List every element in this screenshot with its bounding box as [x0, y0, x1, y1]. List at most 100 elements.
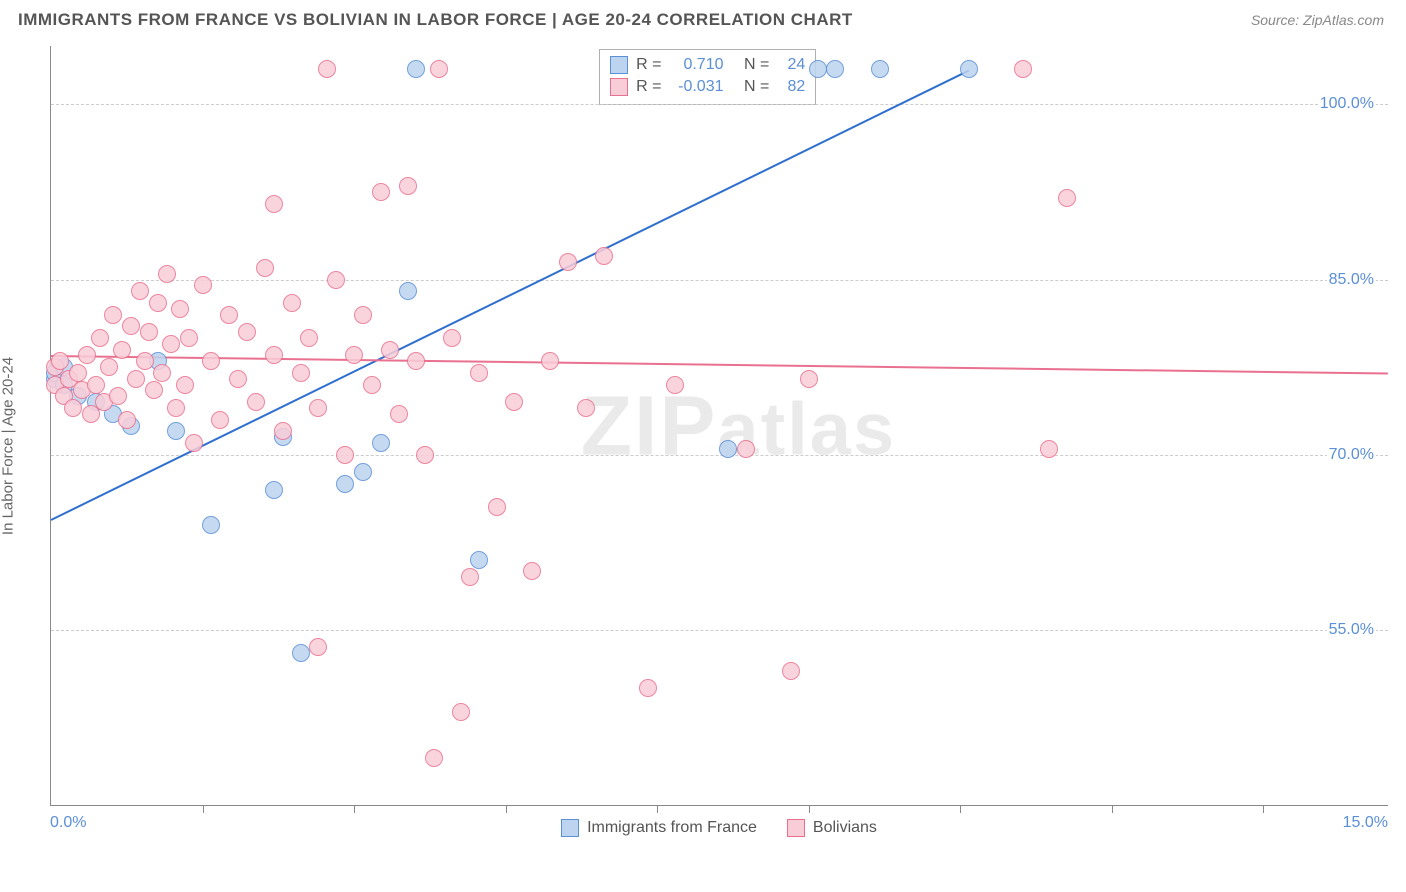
- data-point-bolivian: [309, 638, 327, 656]
- data-point-bolivian: [100, 358, 118, 376]
- data-point-france: [292, 644, 310, 662]
- data-point-bolivian: [87, 376, 105, 394]
- data-point-bolivian: [354, 306, 372, 324]
- data-point-bolivian: [256, 259, 274, 277]
- data-point-bolivian: [265, 346, 283, 364]
- stats-legend-box: R = 0.710 N = 24 R = -0.031 N = 82: [599, 49, 816, 105]
- data-point-bolivian: [1058, 189, 1076, 207]
- data-point-france: [826, 60, 844, 78]
- y-tick-label: 85.0%: [1327, 271, 1376, 289]
- data-point-france: [167, 422, 185, 440]
- data-point-bolivian: [64, 399, 82, 417]
- data-point-bolivian: [247, 393, 265, 411]
- data-point-bolivian: [283, 294, 301, 312]
- data-point-bolivian: [158, 265, 176, 283]
- y-tick-label: 100.0%: [1318, 95, 1376, 113]
- gridline: [51, 630, 1388, 631]
- data-point-bolivian: [443, 329, 461, 347]
- data-point-bolivian: [104, 306, 122, 324]
- n-label: N =: [744, 54, 769, 76]
- data-point-bolivian: [171, 300, 189, 318]
- data-point-bolivian: [399, 177, 417, 195]
- data-point-bolivian: [167, 399, 185, 417]
- data-point-bolivian: [782, 662, 800, 680]
- data-point-bolivian: [109, 387, 127, 405]
- data-point-bolivian: [140, 323, 158, 341]
- data-point-bolivian: [309, 399, 327, 417]
- data-point-bolivian: [559, 253, 577, 271]
- data-point-bolivian: [113, 341, 131, 359]
- plot-area: ZIPatlas R = 0.710 N = 24 R = -0.031 N =…: [50, 46, 1388, 806]
- data-point-bolivian: [452, 703, 470, 721]
- data-point-bolivian: [220, 306, 238, 324]
- n-value-bolivian: 82: [777, 76, 805, 98]
- data-point-bolivian: [430, 60, 448, 78]
- data-point-bolivian: [425, 749, 443, 767]
- data-point-france: [809, 60, 827, 78]
- data-point-bolivian: [505, 393, 523, 411]
- data-point-bolivian: [153, 364, 171, 382]
- data-point-france: [265, 481, 283, 499]
- legend-swatch-france: [561, 819, 579, 837]
- data-point-france: [354, 463, 372, 481]
- stats-row-france: R = 0.710 N = 24: [610, 54, 805, 76]
- y-tick-label: 70.0%: [1327, 446, 1376, 464]
- data-point-bolivian: [176, 376, 194, 394]
- data-point-bolivian: [1040, 440, 1058, 458]
- trendline-france: [51, 69, 970, 520]
- chart-title: IMMIGRANTS FROM FRANCE VS BOLIVIAN IN LA…: [18, 10, 853, 29]
- data-point-bolivian: [470, 364, 488, 382]
- y-tick-label: 55.0%: [1327, 621, 1376, 639]
- data-point-bolivian: [1014, 60, 1032, 78]
- data-point-bolivian: [194, 276, 212, 294]
- data-point-france: [719, 440, 737, 458]
- source-prefix: Source:: [1251, 12, 1303, 28]
- data-point-bolivian: [131, 282, 149, 300]
- data-point-bolivian: [381, 341, 399, 359]
- r-value-france: 0.710: [670, 54, 724, 76]
- data-point-bolivian: [274, 422, 292, 440]
- data-point-bolivian: [145, 381, 163, 399]
- data-point-bolivian: [180, 329, 198, 347]
- data-point-bolivian: [416, 446, 434, 464]
- data-point-france: [960, 60, 978, 78]
- r-label: R =: [636, 76, 661, 98]
- source-attribution: Source: ZipAtlas.com: [1251, 12, 1384, 28]
- data-point-bolivian: [265, 195, 283, 213]
- data-point-bolivian: [327, 271, 345, 289]
- data-point-france: [871, 60, 889, 78]
- data-point-bolivian: [78, 346, 96, 364]
- source-link[interactable]: ZipAtlas.com: [1303, 12, 1384, 28]
- data-point-bolivian: [91, 329, 109, 347]
- data-point-france: [336, 475, 354, 493]
- data-point-bolivian: [300, 329, 318, 347]
- swatch-france: [610, 56, 628, 74]
- data-point-bolivian: [51, 352, 69, 370]
- y-axis-title: In Labor Force | Age 20-24: [0, 357, 17, 535]
- data-point-bolivian: [577, 399, 595, 417]
- data-point-bolivian: [185, 434, 203, 452]
- gridline: [51, 455, 1388, 456]
- data-point-france: [470, 551, 488, 569]
- data-point-bolivian: [363, 376, 381, 394]
- data-point-bolivian: [372, 183, 390, 201]
- chart-header: IMMIGRANTS FROM FRANCE VS BOLIVIAN IN LA…: [0, 0, 1406, 42]
- legend-item-france: Immigrants from France: [561, 819, 757, 837]
- data-point-bolivian: [595, 247, 613, 265]
- data-point-bolivian: [118, 411, 136, 429]
- stats-row-bolivian: R = -0.031 N = 82: [610, 76, 805, 98]
- correlation-chart: In Labor Force | Age 20-24 ZIPatlas R = …: [18, 46, 1388, 846]
- n-value-france: 24: [777, 54, 805, 76]
- data-point-bolivian: [407, 352, 425, 370]
- data-point-bolivian: [345, 346, 363, 364]
- gridline: [51, 280, 1388, 281]
- bottom-legend: Immigrants from France Bolivians: [50, 810, 1388, 846]
- n-label: N =: [744, 76, 769, 98]
- data-point-bolivian: [639, 679, 657, 697]
- data-point-bolivian: [541, 352, 559, 370]
- data-point-france: [407, 60, 425, 78]
- data-point-france: [202, 516, 220, 534]
- data-point-bolivian: [127, 370, 145, 388]
- trendline-bolivian: [51, 355, 1388, 375]
- data-point-bolivian: [800, 370, 818, 388]
